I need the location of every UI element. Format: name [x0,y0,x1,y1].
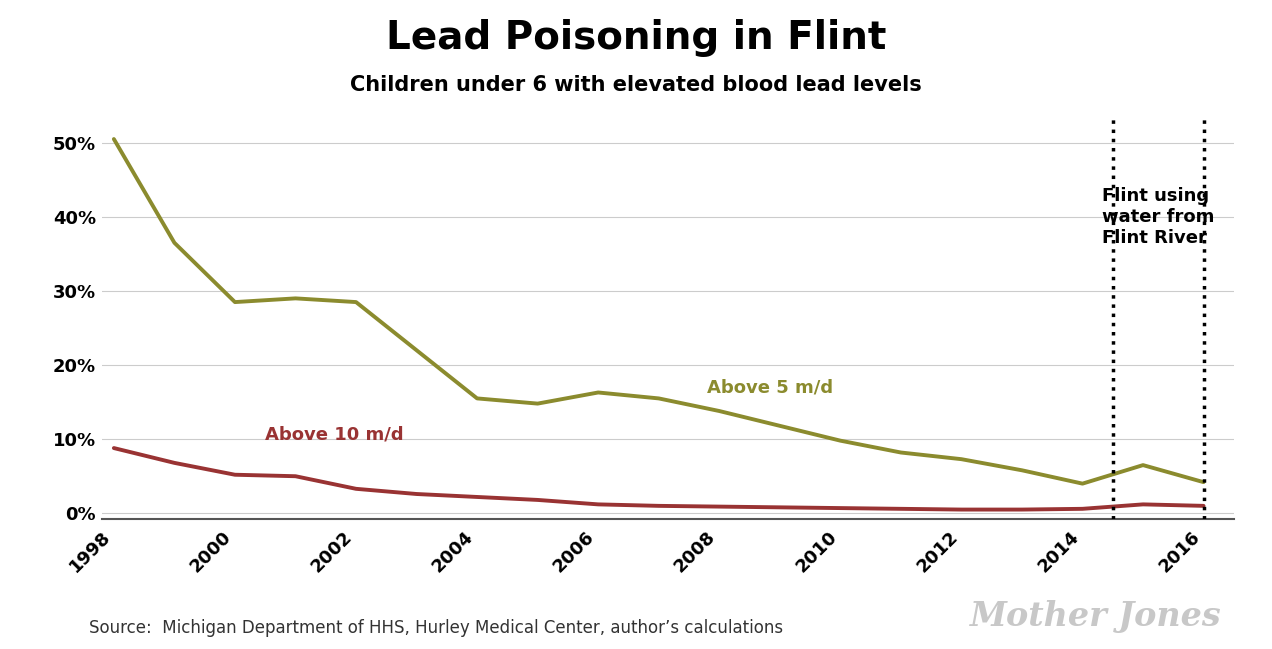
Text: Above 5 m/d: Above 5 m/d [707,378,833,396]
Text: Mother Jones: Mother Jones [969,600,1221,633]
Text: Lead Poisoning in Flint: Lead Poisoning in Flint [385,19,887,58]
Text: Above 10 m/d: Above 10 m/d [266,426,403,444]
Text: Flint using
water from
Flint River: Flint using water from Flint River [1102,187,1215,247]
Text: Source:  Michigan Department of HHS, Hurley Medical Center, author’s calculation: Source: Michigan Department of HHS, Hurl… [89,619,784,637]
Text: Children under 6 with elevated blood lead levels: Children under 6 with elevated blood lea… [350,75,922,95]
